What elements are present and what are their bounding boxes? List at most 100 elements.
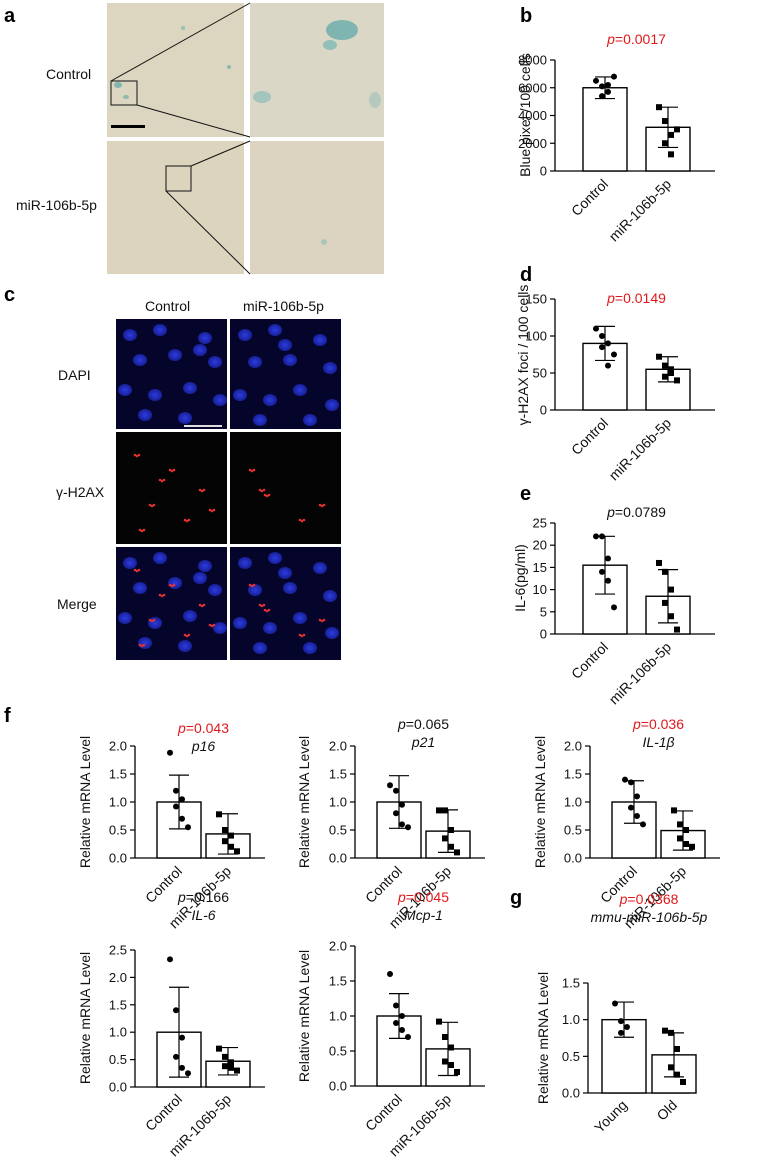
data-point <box>605 362 611 369</box>
data-point <box>234 848 240 855</box>
y-tick-label: 50 <box>533 366 547 381</box>
data-point <box>228 1064 234 1071</box>
y-tick-label: 1.5 <box>564 767 582 782</box>
p-value-label: p=0.045 <box>397 889 449 905</box>
data-point <box>173 803 179 810</box>
nucleus <box>168 349 182 361</box>
data-point <box>399 1013 405 1019</box>
data-point <box>605 81 611 88</box>
nucleus <box>118 384 132 396</box>
h2ax-focus <box>152 618 156 622</box>
data-point <box>448 843 454 850</box>
nucleus <box>253 414 267 426</box>
data-point <box>611 73 617 80</box>
h2ax-focus <box>298 633 302 637</box>
data-point <box>689 843 695 850</box>
y-tick-label: 2.5 <box>109 943 127 958</box>
row-label-mir106b: miR-106b-5p <box>16 197 97 213</box>
h2ax-focus <box>185 519 189 523</box>
micrograph-mir-zoom <box>250 141 384 274</box>
h2ax-focus <box>258 603 262 607</box>
data-point <box>656 353 662 360</box>
col-label-control: Control <box>145 298 190 314</box>
data-point <box>618 1029 624 1036</box>
h2ax-focus <box>322 618 326 622</box>
scale-bar-c <box>184 425 222 427</box>
data-point <box>179 796 185 803</box>
data-point <box>405 824 411 831</box>
h2ax-focus <box>160 479 164 483</box>
data-point <box>222 1063 228 1070</box>
y-tick-label: 0.5 <box>329 1044 347 1059</box>
h2ax-focus <box>262 488 266 492</box>
h2ax-focus <box>172 468 176 472</box>
data-point <box>668 586 674 593</box>
y-tick-label: 4000 <box>518 108 547 123</box>
data-point <box>593 533 599 540</box>
row-label-control: Control <box>46 66 91 82</box>
blue-stain-spots <box>114 20 381 245</box>
y-tick-label: 1.0 <box>109 795 127 810</box>
data-point <box>668 1029 674 1036</box>
gene-label: p21 <box>411 734 435 750</box>
h2ax-focus <box>212 623 216 627</box>
y-tick-label: 2.0 <box>564 739 582 754</box>
h2ax-focus <box>198 488 202 492</box>
category-label: miR-106b-5p <box>606 176 675 245</box>
data-point <box>173 787 179 794</box>
data-point <box>677 835 683 842</box>
data-point <box>454 849 460 856</box>
h2ax-focus <box>208 508 212 512</box>
panel-letter-d: d <box>520 264 532 286</box>
data-point <box>454 1069 460 1075</box>
y-tick-label: 0 <box>540 627 547 642</box>
data-point <box>173 1007 179 1014</box>
nucleus <box>313 562 327 574</box>
h2ax-focus <box>198 603 202 607</box>
data-point <box>448 827 454 833</box>
h2ax-focus <box>183 633 187 637</box>
data-point <box>179 1064 185 1071</box>
y-axis-label: Relative mRNA Level <box>535 972 551 1104</box>
panel-letter-g: g <box>510 887 522 909</box>
chart-g: g 0.0 0.5 1.0 1.5 Relative mRNA Level p=0.0368… <box>510 887 708 1136</box>
h2ax-focus <box>135 569 139 573</box>
h2ax-focus <box>137 453 141 457</box>
chart-f5: 0.0 0.5 1.0 1.5 2.0 Relative mRNA Level p=0.04… <box>296 889 485 1159</box>
h2ax-focus <box>260 604 264 608</box>
nucleus <box>123 557 137 569</box>
h2ax-focus <box>202 488 206 492</box>
nucleus <box>183 610 197 622</box>
data-point <box>674 126 680 133</box>
data-point <box>668 151 674 158</box>
category-label: Old <box>653 1097 680 1124</box>
h2ax-focus <box>148 503 152 507</box>
nucleus <box>238 557 252 569</box>
h2ax-focus <box>172 583 176 587</box>
h2ax-focus <box>252 583 256 587</box>
y-tick-label: 0.0 <box>329 851 347 866</box>
y-tick-label: 0.5 <box>329 823 347 838</box>
nucleus <box>138 637 152 649</box>
category-label: Control <box>568 415 611 458</box>
y-tick-label: 20 <box>533 538 547 553</box>
data-point <box>179 1034 185 1041</box>
data-point <box>674 1071 680 1078</box>
gene-label: mmu-miR-106b-5p <box>591 909 708 925</box>
h2ax-focus <box>320 504 324 508</box>
data-point <box>671 807 677 814</box>
data-point <box>387 971 393 977</box>
h2ax-focus <box>168 468 172 472</box>
data-point <box>593 325 599 332</box>
nucleus <box>198 332 212 344</box>
y-tick-label: 2.0 <box>109 739 127 754</box>
data-point <box>668 366 674 373</box>
data-point <box>605 577 611 584</box>
nucleus <box>208 356 222 368</box>
y-axis-label: IL-6(pg/ml) <box>512 544 528 612</box>
data-point <box>611 604 617 611</box>
nucleus <box>325 399 339 411</box>
nucleus <box>198 560 212 572</box>
nucleus <box>268 324 282 336</box>
h2ax-focus <box>298 518 302 522</box>
